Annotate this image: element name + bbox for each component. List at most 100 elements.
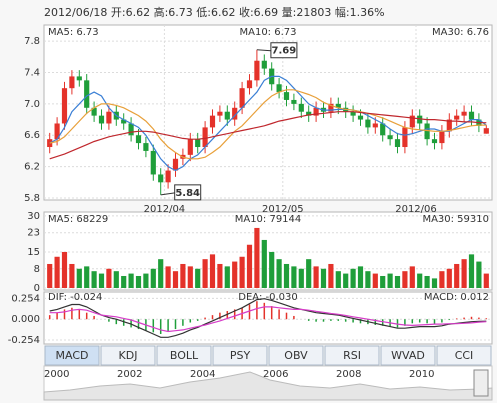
volume-bar bbox=[276, 259, 282, 288]
candle-body bbox=[365, 119, 371, 128]
volume-bar bbox=[328, 263, 334, 288]
timeline-label: 2004 bbox=[190, 369, 215, 380]
candle-body bbox=[306, 111, 312, 116]
candle-body bbox=[357, 115, 364, 120]
volume-bar bbox=[143, 273, 149, 288]
timeline-label: 2008 bbox=[336, 369, 361, 380]
volume-bar bbox=[135, 275, 142, 288]
legend-label: MA5: 68229 bbox=[48, 214, 108, 225]
volume-bar bbox=[402, 271, 408, 288]
tab[interactable] bbox=[436, 345, 492, 366]
volume-bar bbox=[387, 273, 393, 288]
line-ma30 bbox=[49, 111, 487, 160]
tab-label[interactable]: KDJ bbox=[119, 349, 138, 362]
volume-bar bbox=[172, 271, 179, 288]
candle-body bbox=[202, 127, 208, 148]
tab-label[interactable]: BOLL bbox=[170, 349, 199, 362]
x-tick-label: 2012/04 bbox=[144, 204, 186, 215]
annotation-label: 5.84 bbox=[175, 188, 200, 199]
candle-body bbox=[261, 60, 267, 69]
tab-label[interactable]: WVAD bbox=[391, 349, 425, 362]
y-tick-label: 15 bbox=[27, 247, 40, 258]
macd-panel bbox=[43, 291, 493, 345]
tab[interactable] bbox=[268, 345, 324, 366]
legend-label: MA10: 6.73 bbox=[239, 27, 296, 38]
volume-bar bbox=[239, 256, 245, 288]
candle-body bbox=[335, 103, 341, 108]
tab[interactable] bbox=[380, 345, 436, 366]
candle-body bbox=[380, 123, 386, 136]
legend-label: MA30: 6.76 bbox=[432, 27, 489, 38]
tab-label[interactable]: PSY bbox=[230, 349, 251, 362]
volume-bar bbox=[121, 275, 127, 288]
candle-body bbox=[276, 84, 282, 93]
header: 2012/06/18 开:6.62 高:6.73 低:6.62 收:6.69 量… bbox=[44, 5, 385, 19]
volume-bar bbox=[350, 268, 356, 288]
tab[interactable] bbox=[212, 345, 268, 366]
timeline-handle[interactable] bbox=[473, 369, 489, 397]
tab-label[interactable]: OBV bbox=[284, 349, 308, 362]
volume-bar bbox=[246, 244, 253, 288]
y-tick-label: 5.8 bbox=[24, 193, 40, 204]
y-tick-label: 23 bbox=[27, 228, 40, 239]
candle-body bbox=[165, 170, 171, 183]
tab-label[interactable]: MACD bbox=[56, 349, 89, 362]
volume-bar bbox=[106, 268, 112, 288]
volume-bar bbox=[424, 275, 430, 288]
candle-body bbox=[446, 119, 452, 132]
volume-bar bbox=[165, 266, 171, 288]
annotation-box bbox=[270, 42, 298, 59]
volume-bar bbox=[461, 259, 467, 288]
annotation-leader bbox=[160, 192, 175, 196]
tab[interactable] bbox=[44, 345, 100, 366]
candle-body bbox=[461, 111, 467, 116]
volume-bar bbox=[54, 256, 60, 288]
candle-body bbox=[150, 150, 156, 175]
volume-bar bbox=[76, 268, 82, 288]
volume-bar bbox=[224, 266, 230, 288]
volume-bar bbox=[365, 271, 371, 288]
volume-bar bbox=[468, 254, 475, 288]
timeline-label: 2002 bbox=[117, 369, 142, 380]
tab[interactable] bbox=[324, 345, 380, 366]
candle-body bbox=[409, 115, 415, 128]
candle-body bbox=[61, 88, 68, 124]
volume-bar bbox=[69, 263, 75, 288]
candle-body bbox=[187, 139, 193, 155]
candle-body bbox=[239, 88, 245, 108]
volume-bar bbox=[180, 263, 186, 288]
timeline-overview bbox=[43, 371, 493, 401]
candle-body bbox=[91, 107, 97, 116]
tab[interactable] bbox=[100, 345, 156, 366]
tab[interactable] bbox=[156, 345, 212, 366]
candle-body bbox=[195, 139, 201, 148]
candle-body bbox=[143, 143, 149, 151]
y-tick-label: 0.000 bbox=[11, 314, 40, 325]
volume-bar bbox=[454, 263, 460, 288]
volume-bar bbox=[261, 239, 267, 288]
candle-body bbox=[76, 76, 82, 81]
annotation-leader bbox=[256, 49, 271, 52]
candle-body bbox=[328, 103, 334, 112]
y-tick-label: -0.254 bbox=[8, 335, 40, 346]
tab-label[interactable]: CCI bbox=[455, 349, 474, 362]
line-dif bbox=[49, 298, 487, 338]
annotation-box bbox=[174, 184, 202, 201]
candle-body bbox=[439, 131, 445, 144]
candle-body bbox=[387, 135, 393, 140]
candle-body bbox=[121, 119, 127, 124]
volume-bar bbox=[84, 266, 90, 288]
volume-bar bbox=[439, 271, 445, 288]
volume-bar bbox=[217, 263, 223, 288]
volume-bar bbox=[431, 278, 438, 288]
volume-bar bbox=[343, 273, 349, 288]
x-tick-label: 2012/05 bbox=[262, 204, 304, 215]
y-tick-label: 0 bbox=[34, 283, 40, 294]
candle-body bbox=[254, 60, 260, 81]
volume-bar bbox=[283, 263, 290, 288]
candle-body bbox=[69, 76, 75, 89]
y-tick-label: 6.6 bbox=[24, 130, 40, 141]
candle-body bbox=[54, 123, 60, 140]
tab-label[interactable]: RSI bbox=[343, 349, 361, 362]
